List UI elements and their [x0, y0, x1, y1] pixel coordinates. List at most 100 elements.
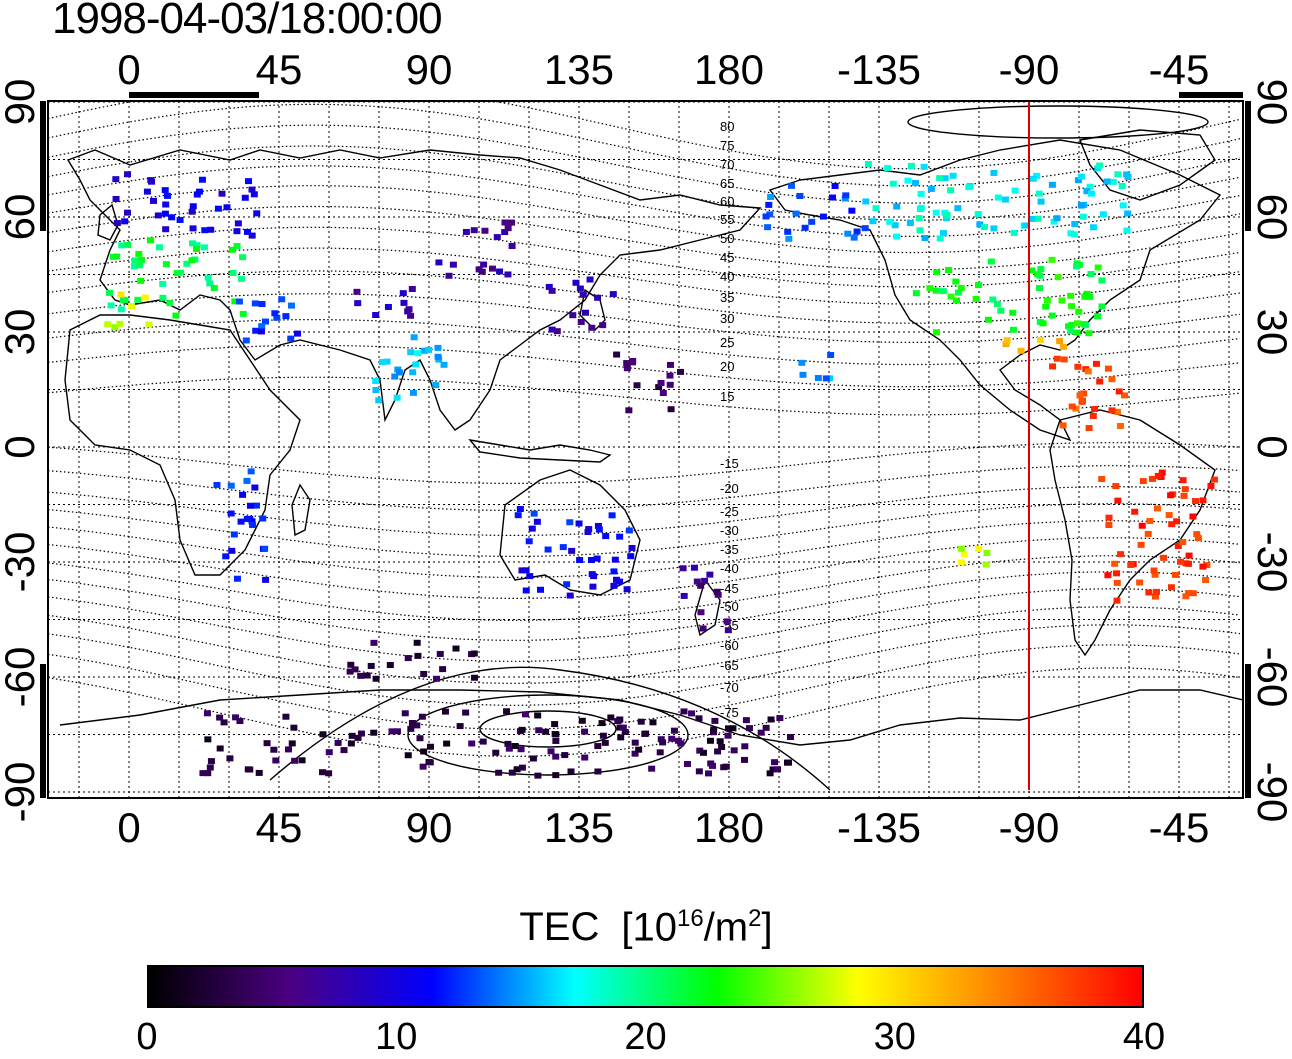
tec-cell	[493, 234, 501, 241]
tec-cell	[1182, 560, 1190, 567]
tec-cell	[347, 661, 355, 668]
tec-cell	[572, 279, 580, 286]
tec-cell	[916, 227, 924, 234]
mlat-label: 35	[720, 290, 734, 305]
tec-cell	[997, 307, 1005, 314]
tec-cell	[530, 510, 538, 517]
tec-cell	[262, 576, 270, 583]
tec-cell	[492, 749, 500, 756]
tec-cell	[594, 522, 602, 529]
tec-cell	[577, 318, 585, 325]
tec-cell	[594, 743, 602, 750]
tec-cell	[325, 749, 333, 756]
tec-cell	[595, 526, 603, 533]
tec-cell	[617, 734, 625, 741]
tec-cell	[844, 230, 852, 237]
tec-cell	[452, 645, 460, 652]
tec-cell	[989, 296, 997, 303]
tec-cell	[886, 218, 894, 225]
mlat-label: 60	[720, 194, 734, 209]
colorbar-unit-exponent-2: 2	[748, 905, 762, 932]
tec-cell	[872, 205, 880, 212]
tec-cell	[420, 748, 428, 755]
tec-cell	[657, 736, 665, 743]
mlat-contour	[48, 101, 1241, 170]
tec-cell	[233, 575, 241, 582]
tec-cell	[635, 746, 643, 753]
lat-tick-label-right: -90	[1249, 762, 1292, 823]
tec-cell	[188, 208, 196, 215]
colorbar-variable: TEC	[519, 905, 600, 950]
lat-tick-label-right: 90	[1249, 79, 1292, 126]
tec-cell	[599, 322, 607, 329]
tec-cell	[785, 235, 793, 242]
tec-cell	[1083, 188, 1091, 195]
tec-cell	[481, 227, 489, 234]
tec-cell	[1080, 321, 1088, 328]
tec-cell	[1096, 378, 1104, 385]
tec-cell	[641, 730, 649, 737]
tec-cell	[906, 220, 914, 227]
tec-cell	[1098, 277, 1106, 284]
mlat-label: 45	[720, 250, 734, 265]
tec-cell	[383, 358, 391, 365]
tec-cell	[363, 672, 371, 679]
colorbar-unit-exponent: 16	[676, 905, 704, 932]
tec-cell	[619, 724, 627, 731]
mlat-label: 65	[720, 176, 734, 191]
tec-cell	[561, 752, 569, 759]
tec-cell	[742, 717, 750, 724]
tec-cell	[183, 260, 191, 267]
tec-cell	[696, 747, 704, 754]
tec-cell	[529, 755, 537, 762]
tec-cell	[233, 243, 241, 250]
tec-cell	[127, 303, 135, 310]
tec-cell	[710, 726, 718, 733]
frame-tick-bar	[1179, 92, 1243, 98]
tec-cell	[285, 746, 293, 753]
lon-tick-label-bottom: -45	[1149, 804, 1210, 851]
coast-uk	[97, 203, 119, 241]
tec-cell	[625, 527, 633, 534]
tec-cell	[776, 715, 784, 722]
frame-ticks	[40, 92, 1251, 798]
tec-cell	[123, 209, 131, 216]
lat-tick-label-right: 60	[1249, 194, 1292, 241]
mlat-label: -60	[720, 638, 739, 653]
tec-cell	[228, 246, 236, 253]
tec-cell	[1185, 552, 1193, 559]
tec-cell	[1001, 196, 1009, 203]
tec-cell	[319, 731, 327, 738]
tec-cell	[1034, 215, 1042, 222]
mlat-contour	[48, 103, 1241, 187]
tec-cell	[690, 564, 698, 571]
tec-cell	[218, 190, 226, 197]
tec-cell	[942, 215, 950, 222]
tec-cell	[353, 288, 361, 295]
tec-cell	[827, 351, 835, 358]
tec-cell	[982, 561, 990, 568]
tec-cell	[1079, 213, 1087, 220]
tec-cell	[936, 235, 944, 242]
tec-cell	[203, 710, 211, 717]
tec-cell	[1171, 571, 1179, 578]
tec-cell	[1194, 535, 1202, 542]
tec-cell	[107, 302, 115, 309]
tec-cell	[1091, 406, 1099, 413]
tec-cell	[199, 770, 207, 777]
tec-cell	[1207, 482, 1215, 489]
tec-cell	[227, 482, 235, 489]
tec-cell	[340, 747, 348, 754]
tec-cell	[1180, 492, 1188, 499]
tec-cell	[799, 371, 807, 378]
lon-tick-label-top: 45	[256, 46, 303, 93]
mlat-label: -35	[720, 542, 739, 557]
tec-cell	[384, 303, 392, 310]
tec-cell	[976, 221, 984, 228]
mlat-label: -50	[720, 599, 739, 614]
tec-cell	[271, 310, 279, 317]
mlat-label: 75	[720, 138, 734, 153]
tec-cell	[713, 588, 721, 595]
tec-cell	[261, 545, 269, 552]
tec-cell	[148, 178, 156, 185]
